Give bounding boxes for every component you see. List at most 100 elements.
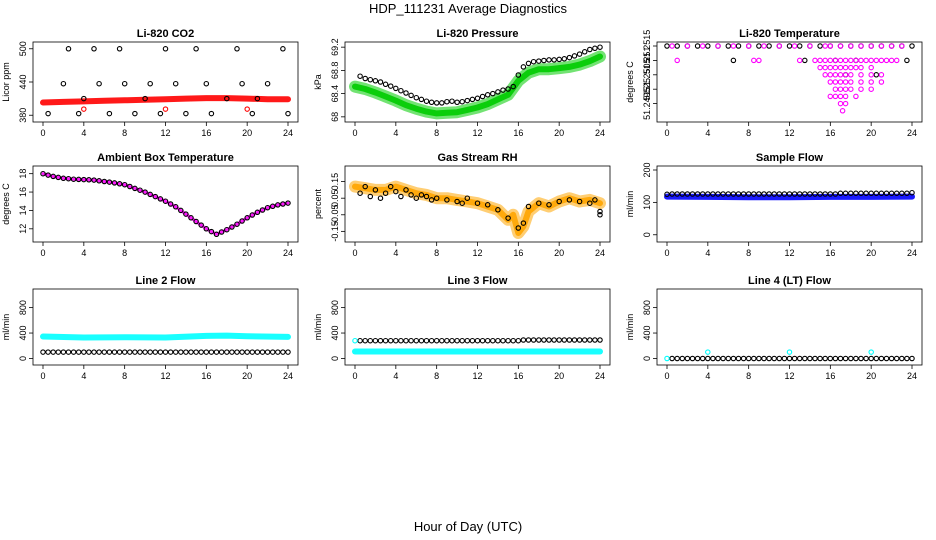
point-temp-magenta <box>868 64 874 71</box>
x-tick-label: 12 <box>160 128 170 138</box>
point-pressure-points <box>581 49 588 55</box>
point-rh-points <box>387 183 394 190</box>
point-co2-points <box>172 80 179 87</box>
point-line4-points <box>791 355 798 362</box>
point-line3-points <box>377 337 384 344</box>
point-pressure-points <box>387 83 394 89</box>
point-pressure-points <box>418 96 425 103</box>
y-axis-label: Licor ppm <box>1 62 11 102</box>
point-rh-points <box>587 200 593 206</box>
point-line2-points <box>75 349 82 355</box>
y-tick-label: 16 <box>18 187 28 197</box>
y-tick-label: 51.2505 <box>642 59 652 92</box>
point-pressure-points <box>571 53 578 59</box>
point-line2-points <box>45 349 51 355</box>
point-sample-flow-points <box>664 191 670 198</box>
point-box-temp-points <box>106 179 113 185</box>
point-temp-black <box>909 43 915 49</box>
point-line3-points <box>398 337 404 344</box>
point-temp-magenta <box>848 43 854 49</box>
x-tick-label: 0 <box>352 128 357 138</box>
point-box-temp-points <box>157 196 164 202</box>
point-line4-points <box>817 355 823 362</box>
point-temp-magenta <box>776 43 783 49</box>
point-co2-points <box>96 80 102 87</box>
y-tick-label: 800 <box>330 300 340 315</box>
point-line4-points <box>842 355 849 362</box>
point-line3-points <box>530 337 537 343</box>
point-pressure-points <box>490 90 496 97</box>
point-temp-black <box>873 72 880 78</box>
point-line4-points <box>848 355 854 362</box>
point-pressure-points <box>433 100 440 106</box>
point-temp-magenta <box>837 100 844 107</box>
point-line4-points <box>786 355 793 362</box>
point-sample-flow-points <box>766 191 772 197</box>
x-tick-label: 0 <box>664 128 669 138</box>
point-box-temp-points <box>137 187 143 193</box>
x-tick-label: 4 <box>705 371 710 381</box>
point-temp-black <box>904 57 910 64</box>
point-line2-points <box>147 349 153 355</box>
point-temp-black <box>802 57 808 64</box>
point-co2-red-points <box>162 106 169 112</box>
x-tick-label: 24 <box>283 248 293 258</box>
point-co2-points <box>106 110 113 117</box>
point-box-temp-points <box>101 178 108 185</box>
point-box-temp-points <box>132 185 138 192</box>
point-temp-magenta <box>858 86 864 92</box>
panel-title: Line 4 (LT) Flow <box>748 275 831 287</box>
point-temp-magenta <box>817 64 823 71</box>
point-box-temp-points <box>121 181 128 188</box>
point-line2-points <box>203 349 210 355</box>
x-tick-label: 16 <box>201 128 211 138</box>
point-box-temp-points <box>208 228 215 235</box>
point-pressure-points <box>515 72 522 78</box>
point-temp-magenta <box>837 64 844 71</box>
point-line3-points <box>357 337 363 344</box>
point-rh-points <box>474 200 481 206</box>
x-tick-label: 4 <box>81 128 86 138</box>
point-sample-flow-points <box>802 191 808 197</box>
point-pressure-points <box>362 75 368 82</box>
point-line4-points <box>807 355 813 362</box>
point-rh-points <box>459 200 465 206</box>
point-line4-points <box>899 355 905 362</box>
point-temp-magenta <box>837 57 844 64</box>
x-tick-label: 8 <box>746 128 751 138</box>
point-pressure-points <box>469 96 476 103</box>
point-line2-points <box>40 349 46 355</box>
point-line2-points <box>60 349 67 355</box>
point-pressure-points <box>597 44 603 50</box>
point-sample-flow-points <box>822 191 828 197</box>
point-pressure-points <box>464 97 471 104</box>
point-temp-magenta <box>796 57 803 64</box>
point-sample-flow-points <box>883 190 890 197</box>
point-rh-points <box>566 197 573 203</box>
point-temp-magenta <box>837 93 844 100</box>
point-temp-magenta <box>751 57 757 64</box>
point-temp-magenta <box>868 57 874 64</box>
point-line3-points <box>597 337 603 343</box>
point-temp-black <box>730 57 737 64</box>
point-line2-points <box>198 349 204 355</box>
point-line2-points <box>137 349 143 355</box>
x-tick-label: 20 <box>866 371 876 381</box>
point-line2-points <box>111 349 118 355</box>
point-line4-points <box>761 355 767 362</box>
point-line2-points <box>280 349 286 355</box>
figure-xlabel: Hour of Day (UTC) <box>414 519 522 534</box>
point-temp-magenta <box>832 64 839 71</box>
point-line3-points <box>536 337 542 343</box>
point-co2-points <box>132 110 138 117</box>
point-temp-magenta <box>822 64 828 71</box>
point-pressure-points <box>367 76 374 83</box>
point-pressure-points <box>479 93 486 100</box>
point-line4-points <box>751 355 757 362</box>
panel-title: Li-820 Temperature <box>739 28 840 40</box>
point-pressure-points <box>495 89 501 95</box>
point-sample-flow-points <box>694 191 701 197</box>
point-pressure-points <box>525 60 532 67</box>
point-pressure-points <box>556 56 562 63</box>
point-temp-magenta <box>842 64 849 71</box>
